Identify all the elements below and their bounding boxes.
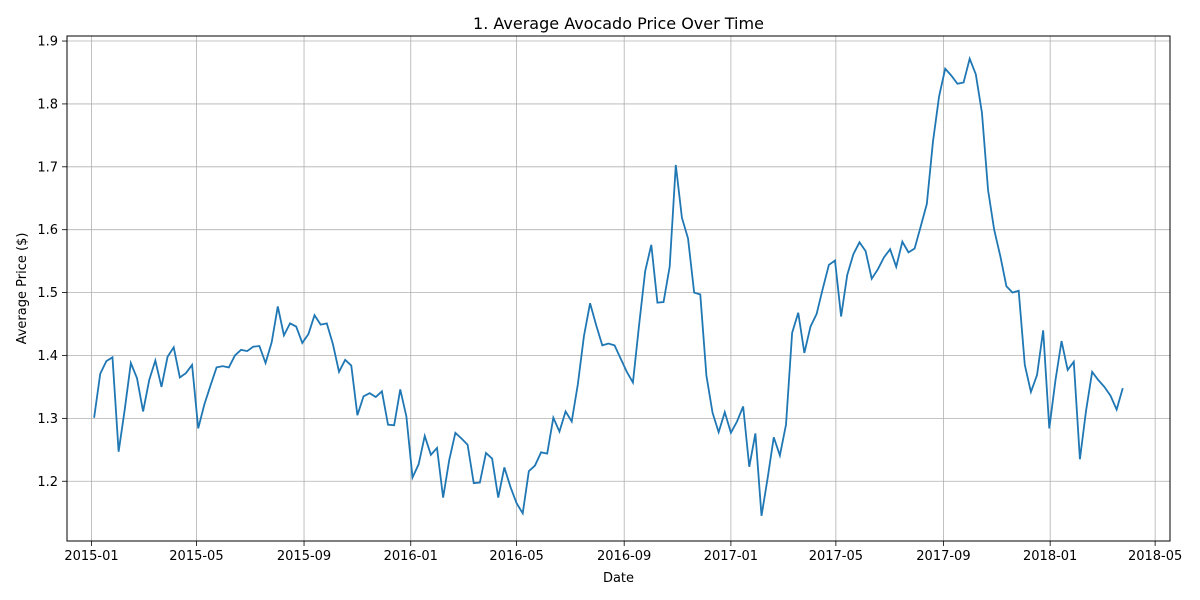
y-axis-label: Average Price ($) [15,233,30,345]
x-tick-label: 2016-01 [384,549,438,564]
x-tick-label: 2018-01 [1023,549,1077,564]
x-tick-label: 2015-01 [64,549,118,564]
x-axis-ticks: 2015-01 2015-05 2015-09 2016-01 2016-05 2016-… [64,541,1182,564]
series-line-average-price [93,55,1124,516]
x-tick-label: 2016-05 [489,549,543,564]
y-tick-label: 1.2 [37,475,58,490]
y-axis-ticks: 1.2 1.3 1.4 1.5 1.6 1.7 1.8 1.9 [37,35,67,490]
x-tick-label: 2017-01 [704,549,758,564]
y-tick-label: 1.3 [37,412,58,427]
x-tick-label: 2015-05 [169,549,223,564]
x-tick-label: 2015-09 [277,549,331,564]
x-axis-label: Date [603,571,634,586]
x-tick-label: 2016-09 [597,549,651,564]
y-tick-label: 1.4 [37,349,58,364]
plot-frame [66,35,1171,542]
y-tick-label: 1.9 [37,35,58,50]
x-tick-label: 2017-09 [916,549,970,564]
x-tick-label: 2017-05 [809,549,863,564]
y-tick-label: 1.5 [37,286,58,301]
y-tick-label: 1.8 [37,97,58,112]
x-tick-label: 2018-05 [1128,549,1182,564]
grid-lines [67,36,1170,541]
y-tick-label: 1.6 [37,223,58,238]
y-tick-label: 1.7 [37,160,58,175]
chart-title: 1. Average Avocado Price Over Time [473,14,764,33]
